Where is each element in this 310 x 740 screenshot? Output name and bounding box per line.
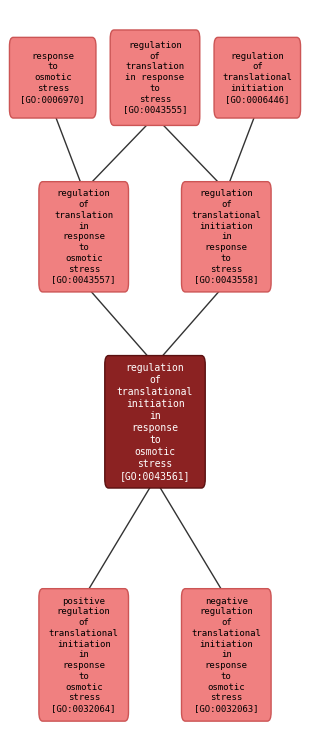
FancyBboxPatch shape bbox=[39, 589, 129, 721]
Text: regulation
of
translational
initiation
[GO:0006446]: regulation of translational initiation [… bbox=[222, 52, 292, 104]
FancyBboxPatch shape bbox=[10, 37, 96, 118]
Text: regulation
of
translational
initiation
in
response
to
osmotic
stress
[GO:0043561: regulation of translational initiation i… bbox=[117, 363, 193, 481]
FancyBboxPatch shape bbox=[105, 356, 205, 488]
Text: positive
regulation
of
translational
initiation
in
response
to
osmotic
stress
[G: positive regulation of translational ini… bbox=[49, 596, 119, 713]
FancyBboxPatch shape bbox=[214, 37, 300, 118]
Text: response
to
osmotic
stress
[GO:0006970]: response to osmotic stress [GO:0006970] bbox=[20, 52, 85, 104]
FancyBboxPatch shape bbox=[181, 181, 271, 292]
Text: regulation
of
translation
in
response
to
osmotic
stress
[GO:0043557]: regulation of translation in response to… bbox=[51, 189, 116, 284]
Text: negative
regulation
of
translational
initiation
in
response
to
osmotic
stress
[G: negative regulation of translational ini… bbox=[191, 596, 261, 713]
FancyBboxPatch shape bbox=[110, 30, 200, 125]
Text: regulation
of
translational
initiation
in
response
to
stress
[GO:0043558]: regulation of translational initiation i… bbox=[191, 189, 261, 284]
FancyBboxPatch shape bbox=[181, 589, 271, 721]
Text: regulation
of
translation
in response
to
stress
[GO:0043555]: regulation of translation in response to… bbox=[123, 41, 187, 115]
FancyBboxPatch shape bbox=[39, 181, 129, 292]
